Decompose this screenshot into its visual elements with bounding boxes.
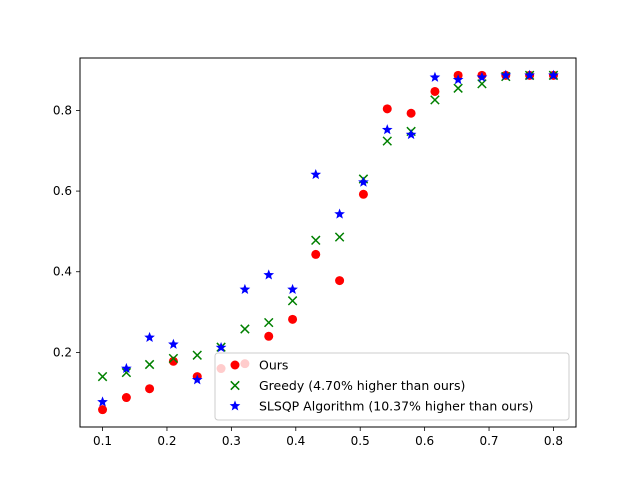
data-point-x	[240, 324, 250, 334]
data-point-star	[429, 71, 441, 82]
legend-marker-star	[229, 400, 241, 411]
data-point-star	[310, 168, 322, 180]
data-point-star	[500, 69, 512, 80]
series-star	[97, 69, 559, 407]
data-point-star	[287, 283, 298, 295]
data-point-star	[97, 396, 108, 407]
data-point-star	[215, 341, 227, 353]
y-axis: 0.2 0.4 0.6 0.8	[53, 103, 80, 359]
legend-item: SLSQP Algorithm (10.37% higher than ours…	[229, 399, 533, 414]
x-tick-label: 0.8	[544, 434, 563, 448]
data-point-circle	[168, 356, 178, 366]
data-point-circle	[382, 104, 392, 114]
data-point-x	[382, 136, 392, 146]
legend-label: Greedy (4.70% higher than ours)	[259, 378, 465, 393]
x-tick-label: 0.7	[479, 434, 498, 448]
data-point-star	[168, 338, 179, 349]
data-point-star	[239, 283, 251, 295]
y-tick-label: 0.6	[53, 184, 72, 198]
legend-item: Greedy (4.70% higher than ours)	[230, 378, 465, 393]
y-tick-label: 0.2	[53, 345, 72, 359]
data-point-circle	[430, 86, 440, 96]
y-tick-label: 0.8	[53, 103, 72, 117]
x-axis: 0.1 0.2 0.3 0.4 0.5 0.6 0.7 0.8	[93, 427, 563, 448]
y-tick-label: 0.4	[53, 265, 72, 279]
data-point-star	[358, 176, 369, 187]
data-point-star	[334, 208, 345, 219]
x-tick-label: 0.1	[93, 434, 112, 448]
legend-label: Ours	[259, 358, 288, 373]
data-point-circle	[406, 108, 416, 118]
x-tick-label: 0.6	[415, 434, 434, 448]
data-point-star	[263, 269, 275, 280]
data-point-star	[191, 374, 203, 385]
x-tick-label: 0.4	[286, 434, 305, 448]
data-point-x	[334, 232, 345, 242]
data-point-x	[121, 367, 132, 378]
data-point-x	[430, 95, 440, 105]
data-point-star	[548, 69, 559, 80]
legend: Ours Greedy (4.70% higher than ours) SLSQP…	[214, 352, 570, 421]
data-point-star	[452, 74, 464, 85]
data-point-x	[192, 350, 202, 360]
data-point-circle	[358, 189, 368, 199]
x-tick-label: 0.5	[351, 434, 370, 448]
data-point-x	[97, 371, 108, 382]
data-point-star	[524, 69, 535, 80]
legend-marker-x	[230, 380, 240, 391]
x-tick-label: 0.3	[222, 434, 241, 448]
data-point-circle	[264, 331, 274, 341]
x-tick-label: 0.2	[157, 434, 176, 448]
data-point-star	[144, 331, 155, 342]
legend-item: Ours	[230, 358, 288, 373]
data-point-x	[311, 235, 321, 246]
data-point-circle	[98, 405, 108, 415]
data-point-circle	[121, 393, 131, 403]
data-point-star	[121, 362, 132, 374]
data-point-x	[264, 317, 274, 328]
data-point-x	[287, 296, 298, 306]
legend-label: SLSQP Algorithm (10.37% higher than ours…	[259, 399, 533, 414]
data-point-star	[405, 129, 417, 140]
data-point-x	[168, 353, 179, 364]
data-point-x	[144, 359, 155, 370]
data-point-circle	[311, 249, 321, 259]
legend-marker-circle	[230, 360, 240, 370]
data-point-x	[453, 83, 463, 93]
data-point-star	[476, 71, 488, 82]
axes-frame	[79, 57, 577, 428]
data-point-circle	[145, 384, 155, 394]
data-point-star	[381, 124, 393, 135]
data-point-circle	[335, 276, 345, 286]
legend-box	[214, 352, 570, 421]
data-point-circle	[288, 314, 298, 324]
